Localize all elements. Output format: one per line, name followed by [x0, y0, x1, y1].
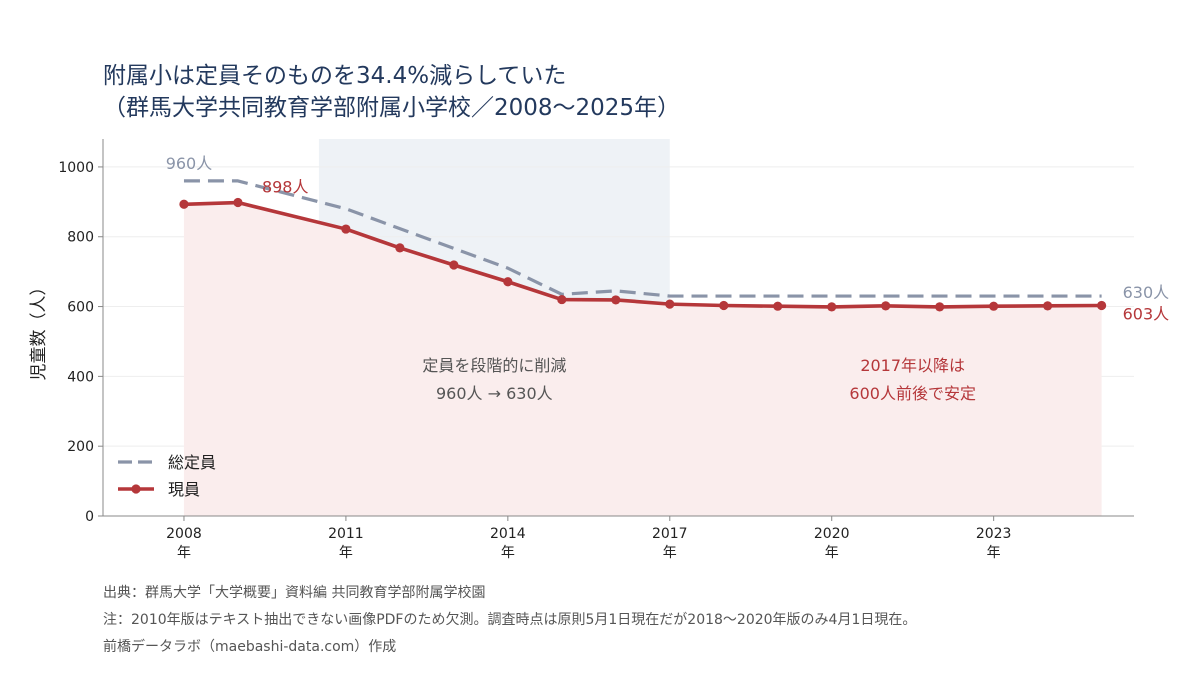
- enrolled-point: [1097, 300, 1107, 311]
- annotation-text: 2017年以降は 600人前後で安定: [849, 356, 976, 403]
- method-note: 注：2010年版はテキスト抽出できない画像PDFのため欠測。調査時点は原則5月1…: [103, 612, 917, 628]
- annotation-line: 960人 → 630人: [436, 384, 553, 403]
- enrolled-point: [827, 302, 837, 312]
- chart-title-line2: （群馬大学共同教育学部附属小学校／2008〜2025年）: [103, 95, 681, 121]
- y-tick-label: 600: [67, 300, 94, 316]
- x-tick-label-line: 2008: [166, 526, 202, 542]
- annotation-line: 2017年以降は: [860, 356, 965, 375]
- x-tick-label: 2008 年: [166, 526, 202, 561]
- x-tick-label-line: 年: [663, 545, 677, 561]
- annotation-line: 600人前後で安定: [849, 384, 976, 403]
- footnotes: 出典：群馬大学「大学概要」資料編 共同教育学部附属学校園 注：2010年版はテキ…: [103, 580, 916, 661]
- enrolled-area-fill: [183, 202, 1102, 516]
- enrolled-point: [719, 300, 729, 311]
- legend-enrolled-label: 現員: [168, 480, 200, 499]
- x-tick-label-line: 2023: [976, 526, 1012, 542]
- label-enrolled-start: 898人: [262, 178, 309, 197]
- enrolled-point: [395, 243, 405, 253]
- y-tick-label: 400: [67, 369, 94, 385]
- x-tick-label-line: 年: [825, 545, 839, 561]
- label-capacity-start: 960人: [166, 154, 213, 173]
- enrolled-area: [183, 202, 1102, 516]
- x-tick-label-line: 2011: [328, 526, 364, 542]
- x-tick-label: 2014 年: [490, 526, 526, 561]
- legend-enrolled-marker: [131, 484, 141, 494]
- enrolled-point: [665, 299, 675, 309]
- enrolled-point: [557, 294, 567, 305]
- x-tick-label-line: 年: [987, 545, 1001, 561]
- annotation-text: 定員を段階的に削減 960人 → 630人: [422, 356, 566, 403]
- x-tick-label-line: 年: [339, 545, 353, 561]
- x-tick-label-line: 年: [501, 545, 515, 561]
- label-enrolled-end: 603人: [1123, 305, 1170, 324]
- x-tick-label-line: 2014: [490, 526, 526, 542]
- enrolled-point: [881, 301, 891, 311]
- enrolled-point: [179, 199, 189, 209]
- enrolled-point: [449, 260, 459, 270]
- x-tick-label-line: 2017: [652, 526, 688, 542]
- enrolled-point: [611, 295, 621, 305]
- enrolled-point: [503, 277, 513, 287]
- annotation-line: 定員を段階的に削減: [422, 356, 566, 375]
- source-note: 出典：群馬大学「大学概要」資料編 共同教育学部附属学校園: [103, 585, 486, 601]
- credit-note: 前橋データラボ（maebashi-data.com）作成: [103, 639, 397, 655]
- legend-capacity-label: 総定員: [168, 453, 216, 472]
- x-tick-label: 2017 年: [652, 526, 688, 561]
- enrolled-point: [1043, 301, 1053, 311]
- x-tick-label: 2023 年: [976, 526, 1012, 561]
- chart-title-line1: 附属小は定員そのものを34.4%減らしていた: [103, 63, 567, 89]
- enrolled-point: [989, 301, 999, 311]
- series-lines: [179, 179, 1107, 312]
- y-tick-label: 1000: [58, 160, 94, 176]
- label-capacity-end: 630人: [1123, 283, 1170, 302]
- x-tick-label: 2020 年: [814, 526, 850, 561]
- y-tick-label: 800: [67, 230, 94, 246]
- annotations: 定員を段階的に削減 960人 → 630人 2017年以降は 600人前後で安定: [422, 356, 976, 403]
- enrolled-point: [233, 197, 243, 208]
- enrolled-point: [935, 302, 945, 312]
- data-labels: 960人 898人 630人 603人: [166, 154, 1169, 324]
- chart-title: 附属小は定員そのものを34.4%減らしていた （群馬大学共同教育学部附属小学校／…: [103, 60, 680, 124]
- x-tick-label-line: 2020: [814, 526, 850, 542]
- y-tick-label: 200: [67, 439, 94, 455]
- x-tick-label: 2011 年: [328, 526, 364, 561]
- enrolled-point: [773, 301, 783, 311]
- capacity-line: [183, 179, 1102, 298]
- y-tick-label: 0: [85, 509, 94, 525]
- y-axis-label: 児童数（人）: [29, 279, 49, 381]
- x-tick-label-line: 年: [177, 545, 191, 561]
- enrolled-point: [341, 224, 351, 234]
